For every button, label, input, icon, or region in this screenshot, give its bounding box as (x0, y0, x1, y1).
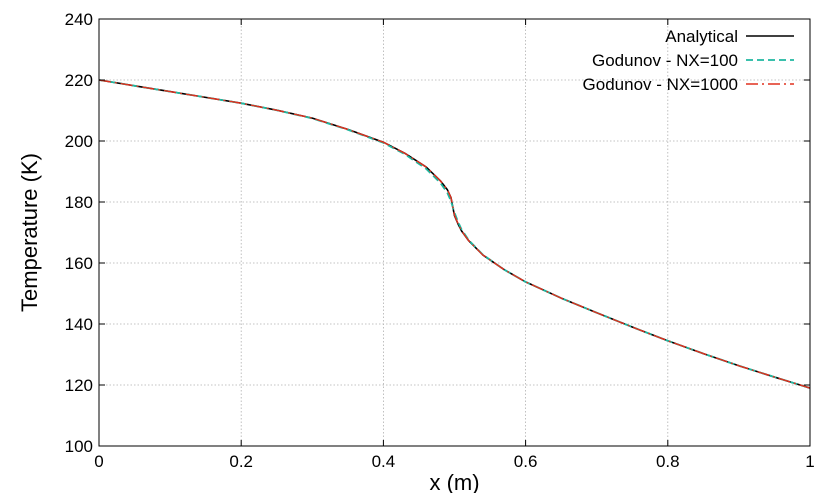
y-axis-label: Temperature (K) (17, 153, 42, 312)
x-tick-label: 0.4 (372, 452, 396, 471)
y-tick-label: 220 (65, 71, 93, 90)
grid (99, 19, 810, 446)
ticks: 0 0.2 0.4 0.6 0.8 1 100 120 140 160 180 200 220 240 (65, 10, 815, 471)
y-tick-label: 140 (65, 315, 93, 334)
y-tick-label: 180 (65, 193, 93, 212)
x-tick-label: 0.6 (514, 452, 538, 471)
y-tick-label: 240 (65, 10, 93, 29)
x-tick-label: 0.2 (229, 452, 253, 471)
x-tick-label: 0 (94, 452, 103, 471)
legend-entry-label: Godunov - NX=1000 (583, 75, 738, 94)
y-tick-label: 200 (65, 132, 93, 151)
x-tick-label: 0.8 (656, 452, 680, 471)
x-tick-label: 1 (805, 452, 814, 471)
series-lines (98, 79, 811, 389)
series-line-1 (98, 79, 811, 389)
y-tick-label: 120 (65, 376, 93, 395)
plot-frame (98, 18, 811, 447)
legend-entry-label: Analytical (665, 27, 738, 46)
y-tick-label: 100 (65, 437, 93, 456)
legend-entry-label: Godunov - NX=100 (592, 51, 738, 70)
series-line-2 (98, 79, 811, 389)
series-line-3 (98, 79, 811, 389)
x-axis-label: x (m) (429, 470, 479, 493)
legend: Analytical Godunov - NX=100 Godunov - NX=1… (583, 27, 794, 94)
y-tick-label: 160 (65, 254, 93, 273)
